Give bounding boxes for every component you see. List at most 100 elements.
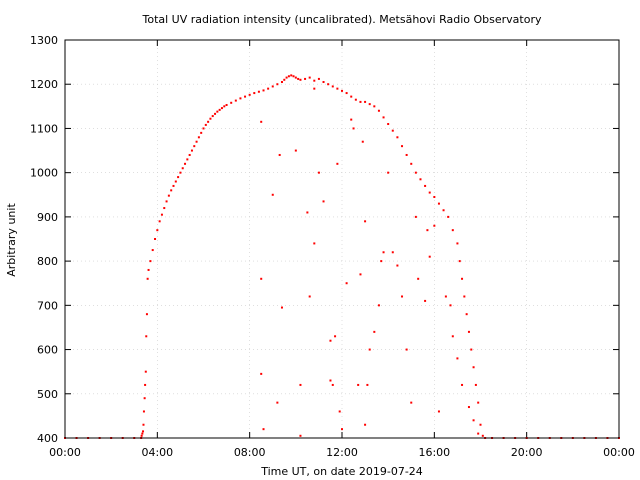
y-tick-label: 600 <box>37 344 58 357</box>
data-point <box>174 180 177 183</box>
data-point <box>214 112 217 115</box>
data-point <box>223 105 226 108</box>
data-point <box>479 423 482 426</box>
data-point <box>382 251 385 254</box>
data-point <box>195 140 198 143</box>
data-point <box>172 184 175 187</box>
plot-frame <box>64 39 620 439</box>
data-point <box>437 202 440 205</box>
data-point <box>465 313 468 316</box>
data-point <box>287 75 290 78</box>
data-point <box>377 304 380 307</box>
data-point <box>244 95 247 98</box>
data-point <box>428 255 431 258</box>
data-point <box>380 260 383 263</box>
data-point <box>257 90 260 93</box>
y-tick-label: 1000 <box>30 167 58 180</box>
data-point <box>142 423 145 426</box>
data-point <box>317 77 320 80</box>
data-point <box>188 153 191 156</box>
data-point <box>143 397 146 400</box>
data-point <box>313 87 316 90</box>
data-point <box>428 191 431 194</box>
data-point <box>472 419 475 422</box>
data-point <box>248 93 251 96</box>
data-point <box>387 123 390 126</box>
data-point <box>410 401 413 404</box>
data-point <box>285 76 288 79</box>
data-point <box>184 162 187 165</box>
y-tick-label: 1200 <box>30 78 58 91</box>
x-tick-label: 12:00 <box>326 446 358 459</box>
data-point <box>354 98 357 101</box>
data-points <box>64 74 620 439</box>
data-point <box>145 313 148 316</box>
data-point <box>472 366 475 369</box>
data-point <box>401 145 404 148</box>
data-point <box>179 171 182 174</box>
data-point <box>308 76 311 79</box>
data-point <box>373 105 376 108</box>
data-point <box>167 194 170 197</box>
data-point <box>451 229 454 232</box>
y-tick-label: 700 <box>37 299 58 312</box>
data-point <box>149 260 152 263</box>
data-point <box>142 430 145 433</box>
data-point <box>336 87 339 90</box>
data-point <box>387 171 390 174</box>
data-point <box>338 410 341 413</box>
data-point <box>444 295 447 298</box>
data-point <box>260 277 263 280</box>
data-point <box>234 99 237 102</box>
data-point <box>271 85 274 88</box>
data-point <box>382 116 385 119</box>
data-point <box>345 282 348 285</box>
data-point <box>290 74 293 77</box>
data-point <box>405 153 408 156</box>
data-point <box>442 209 445 212</box>
x-tick-label: 20:00 <box>511 446 543 459</box>
data-point <box>447 215 450 218</box>
data-point <box>359 273 362 276</box>
data-point <box>467 330 470 333</box>
data-point <box>449 304 452 307</box>
data-point <box>396 264 399 267</box>
data-point <box>156 229 159 232</box>
data-point <box>163 207 166 210</box>
axis-ticks: 400 500 600 700 800 900 1000 1100 1200 1300 00:00 0… <box>30 34 635 459</box>
y-axis-label: Arbitrary unit <box>5 203 18 277</box>
data-point <box>424 184 427 187</box>
data-point <box>401 295 404 298</box>
data-point <box>267 87 270 90</box>
y-tick-label: 1100 <box>30 122 58 135</box>
data-point <box>334 335 337 338</box>
data-point <box>357 383 360 386</box>
x-tick-label: 00:00 <box>603 446 635 459</box>
data-point <box>341 428 343 431</box>
data-point <box>144 370 147 373</box>
data-point <box>165 200 168 203</box>
data-point <box>262 428 265 431</box>
data-point <box>313 242 316 245</box>
data-point <box>209 117 212 120</box>
data-point <box>299 78 302 81</box>
data-point <box>170 189 173 192</box>
data-point <box>417 277 420 280</box>
data-point <box>306 211 309 214</box>
data-point <box>414 215 417 218</box>
data-point <box>467 406 470 409</box>
data-point <box>278 153 281 156</box>
data-point <box>451 335 454 338</box>
data-point <box>216 110 219 113</box>
data-point <box>331 383 334 386</box>
data-point <box>359 100 362 103</box>
data-point <box>373 330 376 333</box>
data-point <box>364 423 367 426</box>
data-point <box>144 383 147 386</box>
data-point <box>414 171 417 174</box>
data-point <box>322 81 325 84</box>
data-point <box>458 260 461 263</box>
data-point <box>190 149 193 152</box>
data-point <box>218 108 221 111</box>
